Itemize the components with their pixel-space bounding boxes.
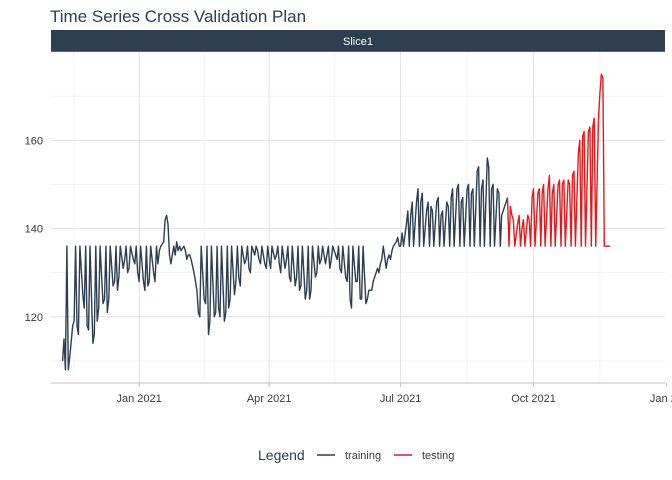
- y-tick-label: 160: [25, 135, 43, 147]
- y-ticks: 120 140 160: [25, 135, 43, 324]
- facet-strip: [51, 30, 665, 52]
- legend: Legend training testing: [258, 447, 454, 463]
- x-tick-label: Jan 20: [650, 393, 672, 405]
- y-tick-label: 120: [25, 312, 43, 324]
- facet-label: Slice1: [343, 36, 373, 48]
- chart-title: Time Series Cross Validation Plan: [50, 7, 306, 26]
- x-tick-label: Jul 2021: [380, 393, 422, 405]
- series-group: [61, 73, 611, 371]
- legend-label-testing: testing: [422, 450, 454, 462]
- series-line-training: [61, 157, 509, 371]
- grid: [51, 51, 665, 383]
- y-tick-label: 140: [25, 224, 43, 236]
- x-tick-label: Oct 2021: [511, 393, 556, 405]
- legend-title: Legend: [258, 447, 305, 463]
- x-ticks: Jan 2021 Apr 2021 Jul 2021 Oct 2021 Jan 20: [116, 383, 672, 405]
- x-tick-label: Jan 2021: [116, 393, 161, 405]
- series-line-testing: [506, 73, 611, 247]
- legend-label-training: training: [345, 450, 381, 462]
- x-tick-label: Apr 2021: [247, 393, 292, 405]
